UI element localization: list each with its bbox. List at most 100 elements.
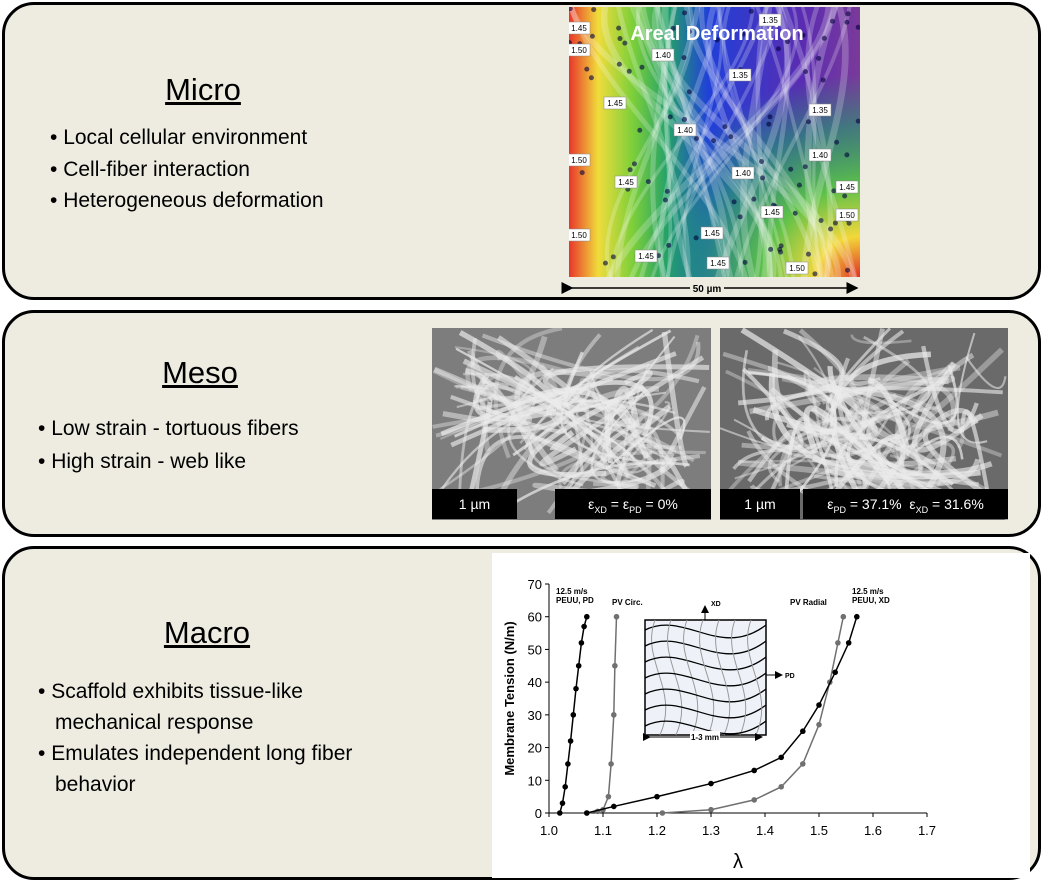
fiber <box>507 367 584 487</box>
marker-dot <box>622 40 628 46</box>
marker-dot <box>645 179 651 185</box>
x-tick-label: 1.4 <box>756 823 774 838</box>
inset-fiber <box>644 656 767 671</box>
fiber <box>539 355 705 467</box>
series-label: 12.5 m/s PEUU, XD <box>852 587 890 605</box>
x-tick-label: 1.5 <box>810 823 828 838</box>
marker-dot <box>775 46 781 52</box>
marker-dot <box>728 134 734 140</box>
contour-label-box <box>808 103 832 117</box>
data-point <box>565 761 571 767</box>
contour-label-box <box>569 228 591 242</box>
contour-label-box <box>603 96 627 110</box>
fiber <box>629 7 734 277</box>
fiber <box>433 366 532 427</box>
marker-dot <box>816 55 822 61</box>
marker-dot <box>740 31 746 37</box>
contour-label-box <box>731 166 755 180</box>
y-tick-label: 0 <box>535 806 542 821</box>
strain-label: εXD = εPD = 0% <box>555 489 711 519</box>
fiber <box>800 7 849 277</box>
marker-dot <box>821 35 827 41</box>
fiber <box>747 368 965 450</box>
marker-dot <box>722 124 728 130</box>
inset-fiber <box>667 619 683 736</box>
marker-dot <box>832 220 838 226</box>
strain-part: ε <box>827 496 834 512</box>
contour-label: 1.50 <box>839 211 855 220</box>
marker-dot <box>667 114 673 120</box>
data-point <box>854 613 860 620</box>
fiber <box>682 7 724 277</box>
bullet: • Scaffold exhibits tissue-like mechanic… <box>38 680 303 734</box>
contour-label: 1.50 <box>789 264 805 273</box>
marker-dot <box>818 217 824 223</box>
scale-label-bg <box>690 282 724 294</box>
fiber <box>450 351 677 448</box>
image-title: Areal Deformation <box>630 23 803 45</box>
contour-label: 1.40 <box>677 126 693 135</box>
strain-part: = 31.6% <box>928 496 984 512</box>
marker-dot <box>846 220 852 226</box>
data-point <box>800 728 806 735</box>
fiber <box>441 399 676 490</box>
marker-dot <box>803 69 809 75</box>
data-point <box>800 761 806 767</box>
bullet: • Local cellular environment <box>50 126 308 149</box>
marker-dot <box>639 64 645 70</box>
fiber <box>755 7 836 277</box>
data-point <box>751 797 757 803</box>
data-point <box>575 662 582 669</box>
inset-fiber <box>747 619 763 736</box>
strain-part: PD <box>629 504 642 515</box>
fiber <box>609 7 755 277</box>
fiber <box>740 7 773 277</box>
contour-label: 1.45 <box>618 178 634 187</box>
fiber <box>663 7 678 277</box>
contour-label-box <box>758 13 782 27</box>
contour-label-box <box>835 208 859 222</box>
fiber <box>825 458 981 488</box>
contour-label: 1.50 <box>571 46 587 55</box>
fiber <box>635 7 783 277</box>
data-point <box>573 685 579 692</box>
data-point <box>832 669 838 676</box>
strain-part: PD <box>833 504 846 515</box>
inset-fiber <box>644 624 767 639</box>
contour-label-box <box>728 68 752 82</box>
fiber <box>641 7 744 277</box>
fiber <box>850 334 912 345</box>
fiber <box>569 7 842 277</box>
marker-dot <box>778 243 784 249</box>
fiber <box>714 7 791 277</box>
x-tick-label: 1.1 <box>594 823 612 838</box>
data-point <box>659 810 666 816</box>
data-point <box>751 767 757 774</box>
marker-dot <box>788 166 794 172</box>
fiber <box>605 7 695 277</box>
contour-label-box <box>835 180 859 194</box>
marker-dot <box>748 8 754 14</box>
fiber <box>614 7 701 277</box>
data-point <box>562 784 568 790</box>
fiber <box>705 7 773 277</box>
fiber <box>895 368 948 481</box>
contour-label-box <box>706 256 730 270</box>
marker-dot <box>767 114 773 120</box>
marker-dot <box>627 167 633 173</box>
contour-label: 1.45 <box>839 183 855 192</box>
scale-bar-label: 1 µm <box>432 489 517 519</box>
panel-title: Macro <box>163 615 251 650</box>
y-tick-label: 60 <box>528 610 542 625</box>
contour-label-box <box>569 153 591 167</box>
marker-dot <box>666 242 672 248</box>
fiber <box>560 328 666 466</box>
marker-dot <box>855 24 860 30</box>
fiber <box>497 461 690 514</box>
marker-dot <box>766 121 772 127</box>
fiber <box>464 368 536 455</box>
fiber <box>803 369 821 428</box>
data-point <box>570 712 577 718</box>
fiber <box>614 437 689 494</box>
panel-title: Micro <box>165 72 241 107</box>
